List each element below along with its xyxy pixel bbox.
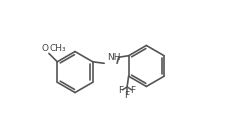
Text: F: F [118,86,123,95]
Text: NH: NH [106,53,120,62]
Text: CH₃: CH₃ [49,44,66,53]
Text: O: O [41,44,48,53]
Text: F: F [130,86,135,95]
Text: F: F [124,91,129,100]
